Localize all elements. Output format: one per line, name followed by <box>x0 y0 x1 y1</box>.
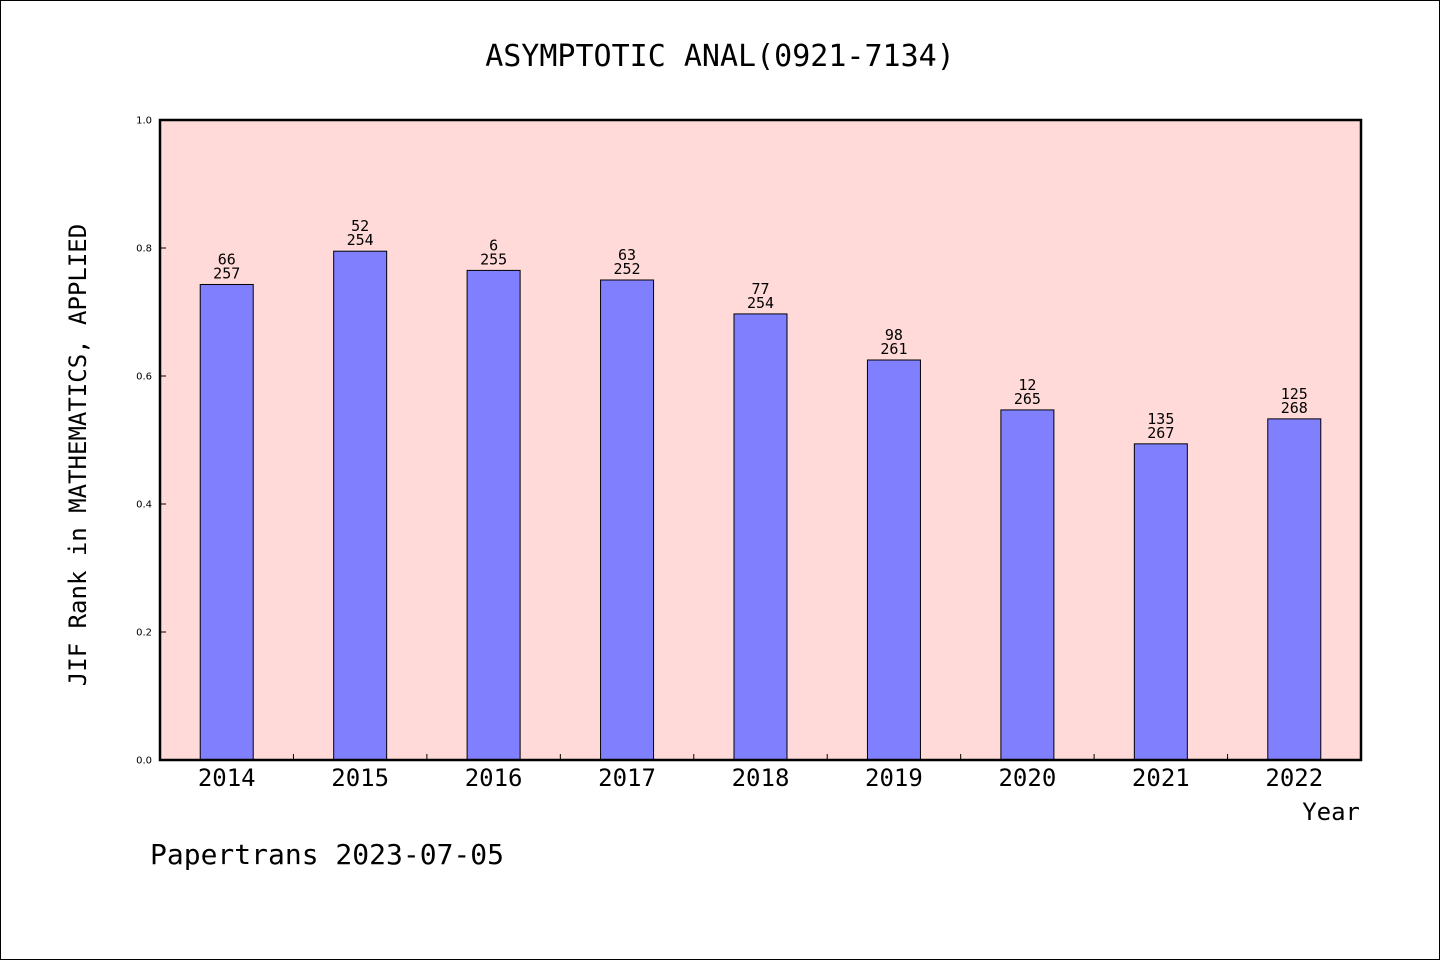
bar-2015 <box>333 250 388 761</box>
bar-rank-label: 125 <box>1281 385 1308 403</box>
y-tick-label: 0.6 <box>136 372 152 383</box>
bar-rank-label: 135 <box>1147 410 1174 428</box>
bar-2016 <box>466 269 521 761</box>
y-tick-label: 0.2 <box>136 628 152 639</box>
bar-2018 <box>733 313 788 761</box>
bar-total-label: 267 <box>1147 424 1174 442</box>
bar-rank-label: 12 <box>1018 376 1036 394</box>
bar-total-label: 254 <box>347 231 374 249</box>
bar-total-label: 252 <box>614 260 641 278</box>
bar-total-label: 255 <box>480 250 507 268</box>
x-tick-label: 2019 <box>865 764 923 792</box>
y-axis-label: JIF Rank in MATHEMATICS, APPLIED <box>64 224 92 686</box>
bar-rank-label: 63 <box>618 246 636 264</box>
y-tick-label: 0.0 <box>136 756 152 767</box>
bar-2022 <box>1267 418 1322 761</box>
bar-2020 <box>1000 409 1055 761</box>
bar-2017 <box>600 279 655 761</box>
bar-rank-label: 66 <box>218 250 236 268</box>
bar-rank-label: 77 <box>751 280 769 298</box>
x-tick-label: 2020 <box>998 764 1056 792</box>
bar-total-label: 257 <box>213 264 240 282</box>
bar-rank-label: 52 <box>351 217 369 235</box>
x-tick-label: 2022 <box>1265 764 1323 792</box>
x-tick-label: 2017 <box>598 764 656 792</box>
bar-rank-label: 6 <box>489 236 498 254</box>
bar-2021 <box>1133 443 1188 761</box>
x-tick-label: 2015 <box>331 764 389 792</box>
chart-title: ASYMPTOTIC ANAL(0921-7134) <box>485 39 955 74</box>
bar-rank-label: 98 <box>885 326 903 344</box>
y-tick-label: 0.8 <box>136 244 152 255</box>
bar-total-label: 265 <box>1014 390 1041 408</box>
x-tick-label: 2021 <box>1132 764 1190 792</box>
bar-total-label: 261 <box>880 340 907 358</box>
footer-text: Papertrans 2023-07-05 <box>150 838 504 871</box>
bar-2019 <box>866 359 921 761</box>
bar-total-label: 268 <box>1281 399 1308 417</box>
x-tick-label: 2016 <box>465 764 523 792</box>
plot-border <box>158 118 1363 762</box>
y-tick-label: 0.4 <box>136 500 152 511</box>
x-axis-label: Year <box>1302 798 1360 826</box>
x-axis: 2014 2015 2016 2017 2018 2019 2020 2021 2022 <box>198 754 1323 792</box>
y-tick-label: 1.0 <box>136 116 152 127</box>
x-tick-label: 2014 <box>198 764 256 792</box>
bar-2014 <box>199 283 254 761</box>
x-tick-label: 2018 <box>732 764 790 792</box>
bar-total-label: 254 <box>747 294 774 312</box>
